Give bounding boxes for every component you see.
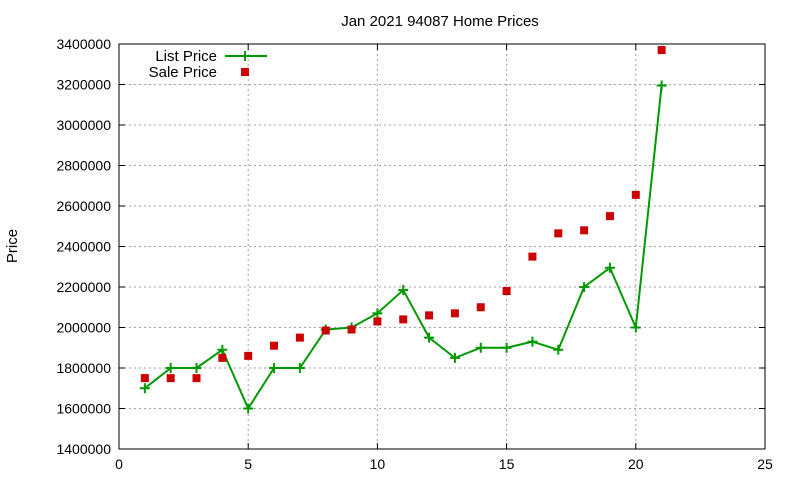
- data-point-list-price: [475, 342, 486, 353]
- data-point-sale-price: [528, 252, 537, 261]
- data-point-sale-price: [502, 287, 511, 296]
- x-tick-label: 0: [115, 456, 123, 472]
- data-point-sale-price: [244, 351, 253, 360]
- data-point-sale-price: [605, 212, 614, 221]
- data-point-sale-price: [399, 315, 408, 324]
- y-tick-label: 1400000: [56, 441, 111, 457]
- grid-layer: [119, 44, 765, 449]
- data-point-list-price: [424, 332, 435, 343]
- series-layer: [139, 46, 667, 414]
- data-point-sale-price: [657, 46, 666, 55]
- chart-title: Jan 2021 94087 Home Prices: [341, 13, 539, 30]
- data-point-list-price: [656, 80, 667, 91]
- y-tick-label: 3200000: [56, 77, 111, 93]
- data-point-list-price: [604, 262, 615, 273]
- y-axis-label: Price: [4, 229, 21, 263]
- data-point-list-price: [449, 352, 460, 363]
- y-tick-label: 3000000: [56, 117, 111, 133]
- legend-label-sale-price: Sale Price: [149, 64, 217, 81]
- y-tick-label: 3400000: [56, 36, 111, 52]
- y-tick-label: 2800000: [56, 158, 111, 174]
- data-point-sale-price: [425, 311, 434, 320]
- data-point-list-price: [372, 308, 383, 319]
- data-point-list-price: [139, 383, 150, 394]
- x-tick-label: 25: [757, 456, 773, 472]
- x-tick-label: 20: [628, 456, 644, 472]
- data-point-list-price: [294, 363, 305, 373]
- axis-layer: 0 5 10 15 20 25 1400000 1600000 1800000 2000000 22…: [56, 36, 773, 472]
- legend-marker-sale-price: [241, 68, 249, 76]
- data-point-list-price: [527, 336, 538, 347]
- data-point-sale-price: [554, 229, 563, 238]
- legend-label-list-price: List Price: [155, 48, 217, 65]
- y-tick-label: 1600000: [56, 401, 111, 417]
- y-tick-label: 1800000: [56, 360, 111, 376]
- x-tick-label: 10: [370, 456, 386, 472]
- data-point-sale-price: [295, 333, 304, 342]
- data-point-list-price: [217, 344, 228, 355]
- data-point-list-price: [579, 282, 590, 292]
- data-point-sale-price: [321, 326, 330, 335]
- data-point-list-price: [165, 363, 176, 373]
- data-point-list-price: [269, 363, 280, 373]
- data-point-sale-price: [450, 309, 459, 318]
- data-point-list-price: [630, 322, 641, 333]
- data-point-sale-price: [270, 341, 279, 350]
- data-point-sale-price: [192, 374, 201, 383]
- data-point-list-price: [501, 342, 512, 353]
- data-point-sale-price: [580, 226, 589, 235]
- data-point-list-price: [191, 363, 202, 373]
- data-point-sale-price: [140, 374, 149, 383]
- data-point-list-price: [398, 285, 409, 296]
- data-point-list-price: [243, 403, 254, 414]
- data-point-sale-price: [631, 190, 640, 199]
- data-point-sale-price: [347, 325, 356, 334]
- x-tick-label: 5: [244, 456, 252, 472]
- data-point-sale-price: [166, 374, 175, 383]
- y-tick-label: 2600000: [56, 198, 111, 214]
- data-point-sale-price: [218, 353, 227, 362]
- data-point-sale-price: [476, 303, 485, 312]
- y-tick-label: 2400000: [56, 239, 111, 255]
- y-tick-label: 2000000: [56, 320, 111, 336]
- data-point-sale-price: [373, 317, 382, 326]
- y-tick-label: 2200000: [56, 279, 111, 295]
- data-point-list-price: [553, 344, 564, 355]
- x-tick-label: 15: [499, 456, 515, 472]
